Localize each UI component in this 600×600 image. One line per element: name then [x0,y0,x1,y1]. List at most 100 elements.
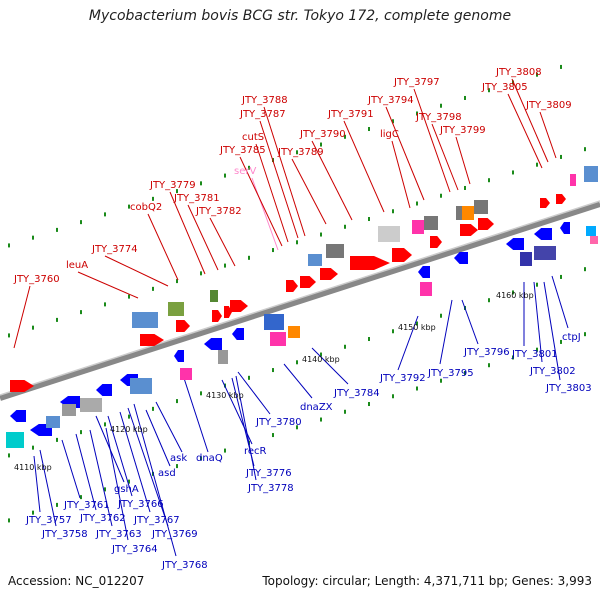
gene-label[interactable]: JTY_3805 [481,82,528,93]
gene-box [210,290,218,302]
connector-line [104,255,169,287]
gene-label[interactable]: JTY_3808 [495,67,542,78]
gene-label[interactable]: ligC [380,129,399,140]
tick-dot [128,294,130,299]
tick-dot [416,111,418,116]
gene-label[interactable]: JTY_3794 [367,95,414,106]
gene-label[interactable]: JTY_3767 [133,515,180,526]
gene-label[interactable]: asd [158,468,176,479]
gene-label[interactable]: cobQ2 [130,202,162,213]
gene-label[interactable]: serV [234,166,256,177]
gene-label[interactable]: JTY_3762 [79,513,126,524]
gene-label[interactable]: JTY_3788 [241,95,288,106]
gene-label[interactable]: JTY_3801 [511,349,558,360]
connector-line [119,411,151,513]
tick-dot [152,196,154,201]
tick-dot [512,290,514,295]
gene-label[interactable]: JTY_3809 [525,100,572,111]
gene-label[interactable]: JTY_3803 [545,383,592,394]
connector-line [187,204,219,271]
gene-label[interactable]: JTY_3764 [111,544,158,555]
gene-label[interactable]: JTY_3785 [219,145,266,156]
gene-label[interactable]: JTY_3763 [95,529,142,540]
gene-label[interactable]: JTY_3784 [333,388,380,399]
gene-label[interactable]: dnaZX [300,402,333,413]
connector-line [237,371,271,415]
gene-label[interactable]: JTY_3781 [173,193,220,204]
reverse-gene-arrow [454,252,468,264]
connector-line [75,433,97,511]
connector-line [343,120,385,213]
gene-label[interactable]: JTY_3790 [299,129,346,140]
gene-label[interactable]: JTY_3789 [277,147,324,158]
tick-dot [224,263,226,268]
tick-dot [152,406,154,411]
gene-label[interactable]: ask [170,453,187,464]
gene-box [424,216,438,230]
gene-label[interactable]: recR [244,446,267,457]
tick-dot [440,378,442,383]
connector-line [133,403,177,557]
connector-line [89,429,113,527]
connector-line [431,123,459,191]
gene-label[interactable]: JTY_3795 [427,368,474,379]
gene-label[interactable]: JTY_3779 [149,180,196,191]
tick-dot [104,212,106,217]
tick-dot [176,399,178,404]
tick-dot [128,479,130,484]
gene-label[interactable]: leuA [66,260,88,271]
gene-label[interactable]: JTY_3791 [327,109,374,120]
gene-label[interactable]: gshA [114,484,139,495]
gene-box [6,432,24,448]
gene-label[interactable]: JTY_3761 [63,500,110,511]
gene-box [570,174,576,186]
reverse-gene-arrow [10,410,26,422]
gene-label[interactable]: JTY_3802 [529,366,576,377]
connector-line [127,407,169,527]
tick-dot [248,255,250,260]
gene-label[interactable]: JTY_3799 [439,125,486,136]
tick-dot [80,310,82,315]
connector-line [181,371,209,453]
forward-gene-arrow [286,280,298,292]
gene-label[interactable]: JTY_3766 [117,499,164,510]
forward-gene-arrow [10,380,34,392]
tick-dot [104,487,106,492]
gene-label[interactable]: JTY_3769 [151,529,198,540]
gene-label[interactable]: JTY_3760 [13,274,60,285]
gene-label[interactable]: JTY_3776 [245,468,292,479]
gene-label[interactable]: JTY_3782 [195,206,242,217]
gene-box [130,378,152,394]
gene-label[interactable]: JTY_3796 [463,347,510,358]
tick-dot [296,360,298,365]
tick-dot [56,502,58,507]
gene-label[interactable]: JTY_3797 [393,77,440,88]
reverse-gene-arrow [96,384,112,396]
gene-label[interactable]: JTY_3758 [41,529,88,540]
gene-label[interactable]: JTY_3757 [25,515,72,526]
gene-label[interactable]: ctpJ [562,332,581,343]
gene-box [462,206,474,220]
gene-box [586,226,596,236]
gene-box [326,244,344,258]
gene-label[interactable]: JTY_3780 [255,417,302,428]
connector-line [155,401,183,453]
gene-label[interactable]: JTY_3798 [415,112,462,123]
tick-dot [56,317,58,322]
tick-dot [464,185,466,190]
gene-label[interactable]: JTY_3768 [161,560,208,571]
connector-line [511,78,549,163]
gene-label[interactable]: JTY_3774 [91,244,138,255]
gene-label[interactable]: JTY_3778 [247,483,294,494]
gene-label[interactable]: JTY_3787 [239,109,286,120]
forward-gene-arrow [350,256,390,270]
connector-line [61,439,81,499]
tick-dot [104,422,106,427]
connector-line [259,120,299,239]
gene-label[interactable]: dnaQ [196,453,223,464]
tick-dot [344,409,346,414]
gene-label[interactable]: cutS [242,132,264,143]
tick-dot [464,95,466,100]
tick-dot [296,150,298,155]
gene-label[interactable]: JTY_3792 [379,373,426,384]
